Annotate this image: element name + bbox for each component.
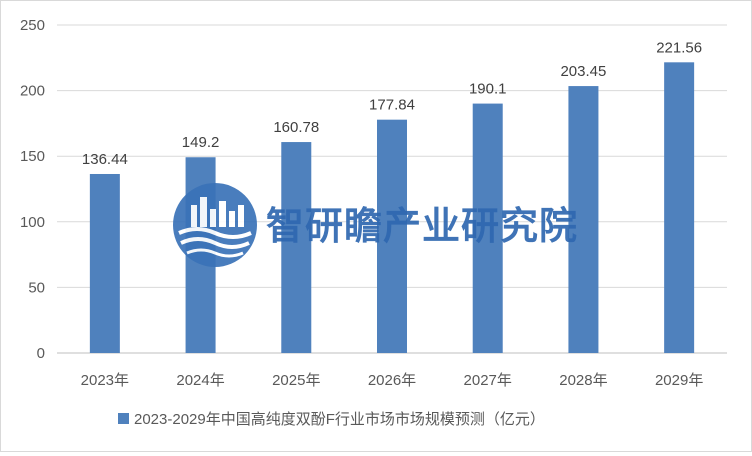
bar [664, 62, 695, 353]
data-label: 221.56 [656, 39, 702, 56]
watermark-text: 智研瞻产业研究院 [266, 206, 578, 248]
x-axis-ticks: 2023年 2024年 2025年 2026年 2027年 2028年 2029年 [81, 372, 704, 389]
bar [472, 103, 503, 353]
watermark: 智研瞻产业研究院 [173, 183, 578, 267]
y-tick-label: 100 [20, 214, 45, 231]
data-label: 177.84 [369, 97, 415, 114]
data-label: 136.44 [82, 151, 128, 168]
city-skyline-waves-logo-icon [173, 183, 257, 267]
bar [377, 119, 407, 353]
data-label: 203.45 [560, 63, 606, 80]
data-label: 190.1 [469, 81, 507, 98]
x-tick-label: 2023年 [81, 372, 129, 389]
legend: 2023-2029年中国高纯度双酚F行业市场市场规模预测（亿元） [118, 411, 545, 428]
y-tick-label: 250 [20, 17, 45, 34]
y-tick-label: 50 [28, 279, 45, 296]
x-tick-label: 2025年 [272, 372, 320, 389]
bar [281, 142, 312, 353]
x-tick-label: 2029年 [655, 372, 703, 389]
y-tick-label: 0 [37, 345, 45, 362]
x-tick-label: 2026年 [368, 372, 416, 389]
x-tick-label: 2027年 [464, 372, 512, 389]
legend-swatch [118, 413, 129, 424]
x-tick-label: 2028年 [559, 372, 607, 389]
y-tick-label: 150 [20, 148, 45, 165]
y-tick-label: 200 [20, 83, 45, 100]
data-label: 149.2 [182, 134, 220, 151]
data-label: 160.78 [273, 119, 319, 136]
data-labels: 136.44 149.2 160.78 177.84 190.1 203.45 221.56 [82, 39, 702, 168]
bar [89, 173, 120, 353]
bar [568, 86, 599, 353]
y-axis-ticks: 0 50 100 150 200 250 [20, 17, 45, 362]
legend-label: 2023-2029年中国高纯度双酚F行业市场市场规模预测（亿元） [134, 411, 545, 428]
x-tick-label: 2024年 [176, 372, 224, 389]
